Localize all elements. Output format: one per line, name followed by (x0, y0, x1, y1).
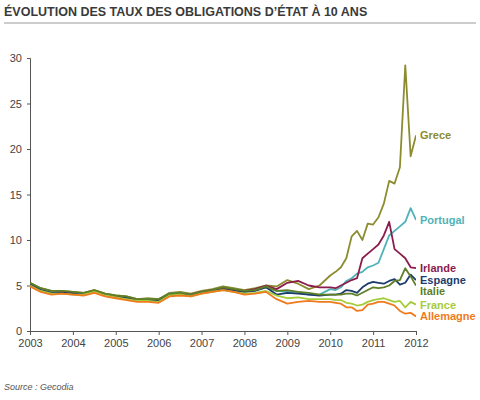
x-tick-mark (30, 331, 31, 335)
title-rule (4, 23, 476, 24)
x-tick-label: 2008 (233, 337, 257, 349)
series-label: Grece (420, 129, 451, 141)
x-tick: 2012 (404, 331, 428, 349)
x-tick-label: 2003 (18, 337, 42, 349)
y-tick-label: 5 (16, 280, 22, 292)
source: Source : Gecodia (4, 382, 74, 392)
x-axis: 2003 2004 2005 2006 2007 2008 2009 2010 2011 2012 (18, 331, 428, 349)
series-label: Irlande (420, 262, 456, 274)
series-line (30, 286, 416, 316)
y-tick: 10 (10, 234, 30, 246)
x-tick-mark (373, 331, 374, 335)
y-tick-label: 25 (10, 98, 22, 110)
x-tick: 2008 (233, 331, 257, 349)
y-tick: 25 (10, 98, 30, 110)
y-tick-mark (27, 286, 30, 287)
x-tick: 2003 (18, 331, 42, 349)
x-tick-label: 2011 (362, 337, 386, 349)
series-line (30, 65, 416, 299)
x-tick: 2011 (362, 331, 386, 349)
series-label: Portugal (420, 214, 465, 226)
y-tick-mark (27, 58, 30, 59)
x-tick: 2009 (276, 331, 300, 349)
title: ÉVOLUTION DES TAUX DES OBLIGATIONS D’ÉTA… (4, 4, 367, 19)
x-tick-label: 2006 (147, 337, 171, 349)
x-tick-label: 2007 (190, 337, 214, 349)
x-tick: 2007 (190, 331, 214, 349)
series-label: Allemagne (420, 310, 476, 322)
y-tick-label: 30 (10, 52, 22, 64)
x-tick: 2004 (61, 331, 85, 349)
series-line (30, 222, 416, 300)
series-label: France (420, 299, 456, 311)
y-tick-mark (27, 195, 30, 196)
y-tick-mark (27, 149, 30, 150)
y-tick: 0 (16, 325, 30, 337)
x-tick-mark (287, 331, 288, 335)
x-tick: 2010 (318, 331, 342, 349)
y-tick: 20 (10, 143, 30, 155)
x-tick-mark (330, 331, 331, 335)
x-tick-mark (73, 331, 74, 335)
x-tick-label: 2012 (404, 337, 428, 349)
y-tick-mark (27, 331, 30, 332)
y-tick-mark (27, 104, 30, 105)
series-line (30, 286, 416, 308)
x-tick-label: 2004 (61, 337, 85, 349)
x-tick-mark (244, 331, 245, 335)
lines (30, 65, 416, 316)
series-labels: GrecePortugalIrlandeEspagneItalieFranceA… (420, 129, 476, 322)
y-tick-mark (27, 240, 30, 241)
y-tick-label: 10 (10, 234, 22, 246)
x-tick-label: 2005 (104, 337, 128, 349)
y-tick: 30 (10, 52, 30, 64)
x-tick-mark (202, 331, 203, 335)
x-tick-mark (416, 331, 417, 335)
x-tick: 2006 (147, 331, 171, 349)
series-label: Italie (420, 285, 445, 297)
y-tick-label: 20 (10, 143, 22, 155)
x-tick-mark (159, 331, 160, 335)
series-line (30, 208, 416, 300)
y-axis-line (27, 59, 31, 332)
x-tick-label: 2009 (276, 337, 300, 349)
chart: ÉVOLUTION DES TAUX DES OBLIGATIONS D’ÉTA… (0, 0, 480, 400)
y-tick: 5 (16, 280, 30, 292)
y-tick: 15 (10, 189, 30, 201)
y-tick-label: 15 (10, 189, 22, 201)
x-axis-line (31, 332, 417, 336)
x-tick-label: 2010 (318, 337, 342, 349)
x-tick-mark (116, 331, 117, 335)
y-axis: 0 5 10 15 20 25 30 (10, 52, 31, 337)
y-tick-label: 0 (16, 325, 22, 337)
x-tick: 2005 (104, 331, 128, 349)
